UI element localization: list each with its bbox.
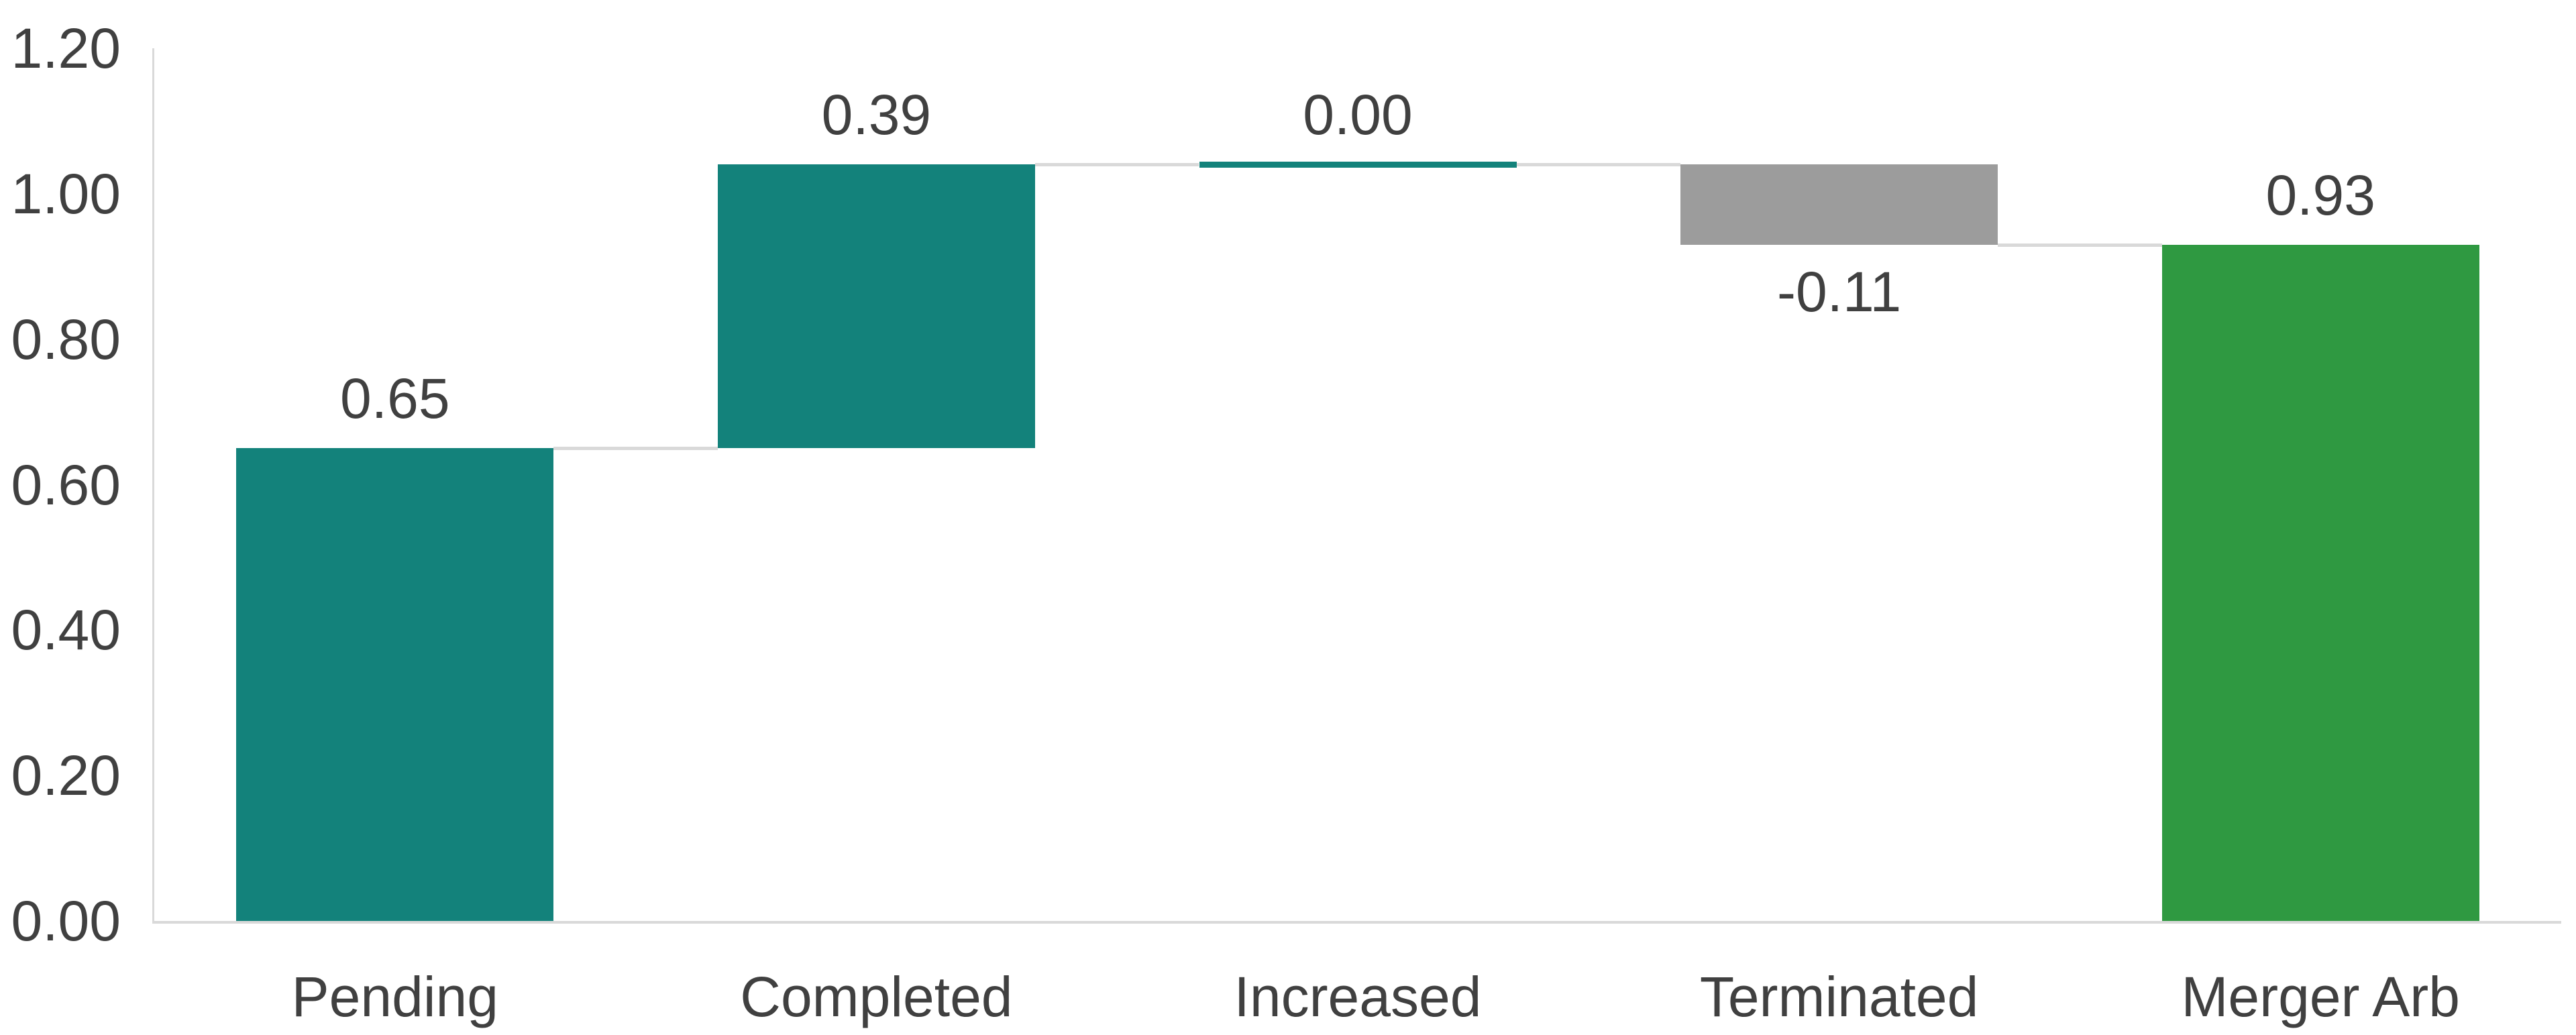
- category-label-terminated: Terminated: [1699, 965, 1979, 1028]
- bar-pending: [236, 448, 554, 921]
- category-label-merger-arb: Merger Arb: [2181, 965, 2460, 1028]
- bar-increased: [1199, 162, 1517, 168]
- category-label-increased: Increased: [1234, 965, 1482, 1028]
- data-label-merger-arb: 0.93: [2265, 163, 2375, 227]
- data-label-terminated: -0.11: [1776, 260, 1902, 323]
- bar-terminated: [1680, 164, 1998, 245]
- data-label-increased: 0.00: [1303, 83, 1413, 147]
- y-tick-label: 0.20: [11, 744, 121, 808]
- y-tick-label: 0.40: [11, 598, 121, 662]
- connector-line: [553, 447, 718, 451]
- connector-line: [1034, 163, 1199, 167]
- y-tick-label: 1.00: [11, 162, 121, 225]
- y-tick-label: 0.00: [11, 889, 121, 952]
- y-axis-line: [152, 48, 154, 924]
- connector-line: [1516, 163, 1681, 167]
- x-axis-line: [152, 921, 2561, 924]
- y-tick-label: 1.20: [11, 17, 121, 80]
- data-label-pending: 0.65: [340, 367, 450, 431]
- category-label-pending: Pending: [291, 965, 498, 1028]
- y-tick-label: 0.60: [11, 453, 121, 516]
- data-label-completed: 0.39: [821, 83, 932, 147]
- connector-line: [1998, 243, 2162, 247]
- bar-completed: [717, 164, 1035, 449]
- bar-merger-arb: [2161, 244, 2479, 921]
- y-tick-label: 0.80: [11, 307, 121, 371]
- category-label-completed: Completed: [740, 965, 1013, 1028]
